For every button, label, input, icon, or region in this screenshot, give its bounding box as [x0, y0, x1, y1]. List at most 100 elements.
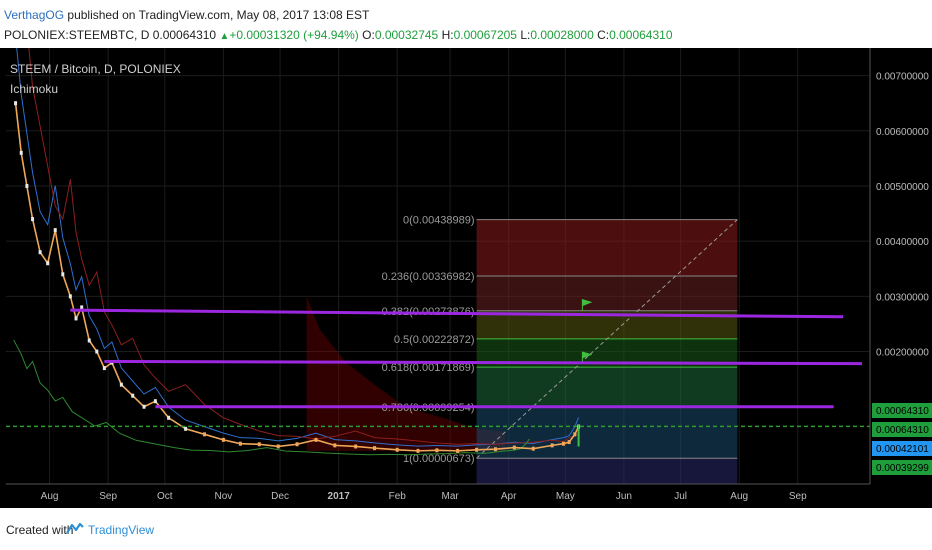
low-label: L: [520, 28, 531, 42]
high-label: H: [441, 28, 454, 42]
price-point [276, 444, 280, 449]
x-tick-label: Jun [616, 491, 632, 502]
x-tick-label: Apr [501, 491, 517, 502]
created-with-text: Created with [6, 523, 74, 537]
tradingview-brand[interactable]: TradingView [88, 523, 155, 537]
chart-area[interactable]: 0(0.00438989)0.236(0.00336982)0.382(0.00… [0, 48, 932, 508]
price-point [333, 443, 337, 448]
fib-zone [476, 407, 738, 459]
fib-level-label: 0.5(0.00222872) [394, 334, 475, 346]
price-tag-label: 0.00064310 [876, 425, 929, 436]
symbol-label: POLONIEX:STEEMBTC, D [4, 28, 150, 42]
price-point [314, 437, 318, 442]
flag-icon [582, 351, 593, 359]
fib-zone [476, 367, 738, 408]
x-tick-label: Aug [730, 491, 748, 502]
y-tick-label: 0.00200000 [876, 348, 929, 359]
price-point [257, 442, 261, 447]
price-point [354, 444, 358, 449]
price-point [573, 432, 577, 437]
fib-level-label: 0.618(0.00171869) [382, 362, 475, 374]
price-point [38, 250, 42, 255]
price-tag-label: 0.00064310 [876, 406, 929, 417]
chikou-line [13, 339, 530, 456]
x-tick-label: Sep [99, 491, 117, 502]
fib-level-label: 0(0.00438989) [403, 215, 475, 227]
indicator-label[interactable]: Ichimoku [10, 82, 59, 96]
price-point [238, 441, 242, 446]
price-point [68, 294, 72, 299]
price-point [416, 448, 420, 453]
price-point [561, 441, 565, 446]
y-tick-label: 0.00300000 [876, 292, 929, 303]
price-point [87, 338, 91, 343]
publish-line: VerthagOG published on TradingView.com, … [4, 8, 369, 22]
up-arrow-icon: ▲ [219, 31, 230, 42]
price-point [25, 183, 29, 188]
chart-title: STEEM / Bitcoin, D, POLONIEX [10, 62, 181, 76]
x-tick-label: 2017 [328, 491, 351, 502]
trendline [104, 359, 863, 366]
publish-header: VerthagOG published on TradingView.com, … [0, 0, 932, 48]
x-tick-label: Oct [157, 491, 173, 502]
price-point [61, 272, 65, 277]
x-tick-label: Dec [271, 491, 289, 502]
trendline [70, 308, 844, 319]
price-point [102, 366, 106, 371]
x-tick-label: Feb [389, 491, 407, 502]
tradingview-logo-icon [66, 522, 84, 534]
fib-level-label: 0.236(0.00336982) [382, 271, 475, 283]
price-point [184, 426, 188, 431]
price-change: +0.00031320 (+94.94%) [229, 28, 359, 42]
y-tick-label: 0.00600000 [876, 127, 929, 138]
flag-icon [582, 299, 593, 307]
price-point [475, 447, 479, 452]
price-point [74, 316, 78, 321]
price-tag [872, 460, 932, 475]
price-series [14, 103, 580, 452]
open-label: O: [362, 28, 375, 42]
price-tag [872, 422, 932, 437]
price-point [395, 447, 399, 452]
price-chart[interactable]: 0(0.00438989)0.236(0.00336982)0.382(0.00… [0, 48, 932, 508]
price-point [80, 305, 84, 310]
price-point [493, 447, 497, 452]
fib-trend-line [476, 219, 738, 459]
price-point [142, 404, 146, 409]
price-point [373, 446, 377, 451]
price-scale [870, 48, 932, 508]
price-point [31, 217, 35, 222]
low-value: 0.00028000 [530, 28, 594, 42]
open-value: 0.00032745 [374, 28, 439, 42]
y-tick-label: 0.00500000 [876, 182, 929, 193]
price-tag-label: 0.00042101 [876, 444, 929, 455]
price-point [221, 437, 225, 442]
price-point [153, 399, 157, 404]
price-point [46, 261, 50, 266]
x-tick-label: Aug [41, 491, 59, 502]
fib-level-label: 1(0.00000673) [403, 453, 475, 465]
price-point [19, 150, 23, 155]
y-tick-label: 0.00400000 [876, 237, 929, 248]
quote-line: POLONIEX:STEEMBTC, D 0.00064310 ▲+0.0003… [4, 28, 673, 42]
x-tick-label: Sep [789, 491, 807, 502]
price-point [512, 445, 516, 450]
price-point [131, 393, 135, 398]
ichimoku-cloud [306, 296, 505, 451]
price-point [53, 228, 57, 233]
price-tag [872, 403, 932, 418]
fib-zone [476, 458, 738, 484]
high-value: 0.00067205 [453, 28, 517, 42]
x-tick-label: Nov [214, 491, 232, 502]
x-tick-label: Jul [674, 491, 687, 502]
author-link[interactable]: VerthagOG [4, 8, 65, 22]
x-tick-label: May [556, 491, 575, 502]
x-tick-label: Mar [441, 491, 459, 502]
kijun-line [28, 48, 579, 445]
fib-zone [476, 275, 738, 311]
footer: Created with TradingView [0, 508, 932, 550]
price-point [167, 415, 171, 420]
price-point [531, 446, 535, 451]
price-point [456, 448, 460, 453]
close-label: C: [597, 28, 610, 42]
